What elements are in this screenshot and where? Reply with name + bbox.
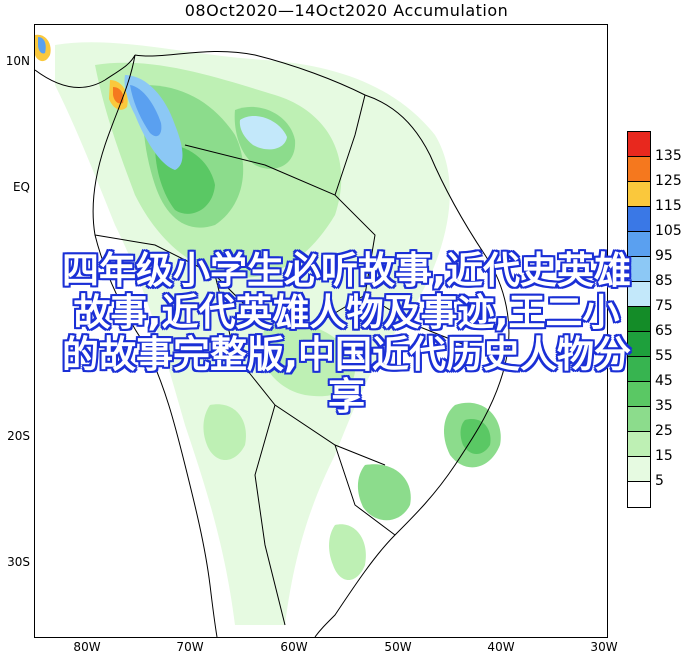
legend-swatch: [628, 282, 650, 307]
legend-swatch: [628, 257, 650, 282]
lon-label-40w: 40W: [487, 640, 515, 654]
overlay-line-4: 享: [328, 375, 365, 418]
legend-swatch: [628, 432, 650, 457]
legend-swatch: [628, 132, 650, 157]
legend-label: 115: [655, 198, 682, 214]
lon-label-30w: 30W: [590, 640, 618, 654]
legend-swatch: [628, 482, 650, 507]
legend-label: 5: [655, 473, 664, 489]
legend-swatch: [628, 207, 650, 232]
legend-label: 55: [655, 348, 673, 364]
lat-label-10n: 10N: [5, 54, 30, 68]
legend-swatch: [628, 382, 650, 407]
overlay-line-2: 故事,近代英雄人物及事迹,王二小: [73, 291, 620, 334]
legend-label: 135: [655, 148, 682, 164]
precip-shading: [35, 34, 501, 625]
legend-swatch: [628, 307, 650, 332]
legend-label: 65: [655, 323, 673, 339]
legend-swatch: [628, 357, 650, 382]
lon-label-60w: 60W: [280, 640, 308, 654]
legend-label: 25: [655, 423, 673, 439]
color-legend: [627, 131, 651, 508]
legend-label: 35: [655, 398, 673, 414]
lon-label-50w: 50W: [384, 640, 412, 654]
legend-swatch: [628, 232, 650, 257]
legend-swatch: [628, 157, 650, 182]
legend-label: 125: [655, 173, 682, 189]
precipitation-map: [35, 34, 510, 637]
lon-label-80w: 80W: [73, 640, 101, 654]
legend-swatch: [628, 332, 650, 357]
legend-label: 45: [655, 373, 673, 389]
overlay-line-1: 四年级小学生必听故事,近代史英雄: [61, 249, 632, 292]
lon-label-70w: 70W: [176, 640, 204, 654]
lat-label-30s: 30S: [7, 555, 30, 569]
lat-label-eq: EQ: [12, 180, 30, 194]
legend-label: 95: [655, 248, 673, 264]
legend-swatch: [628, 407, 650, 432]
overlay-line-3: 的故事完整版,中国近代历史人物分: [61, 333, 632, 376]
coastlines: [35, 50, 510, 637]
legend-swatch: [628, 182, 650, 207]
legend-label: 85: [655, 273, 673, 289]
legend-label: 105: [655, 223, 682, 239]
legend-label: 15: [655, 448, 673, 464]
legend-label: 75: [655, 298, 673, 314]
legend-swatch: [628, 457, 650, 482]
map-frame: [34, 24, 608, 638]
lat-label-20s: 20S: [7, 429, 30, 443]
overlay-caption: 四年级小学生必听故事,近代史英雄 故事,近代英雄人物及事迹,王二小 的故事完整版…: [0, 250, 693, 418]
map-title: 08Oct2020—14Oct2020 Accumulation: [184, 1, 509, 20]
